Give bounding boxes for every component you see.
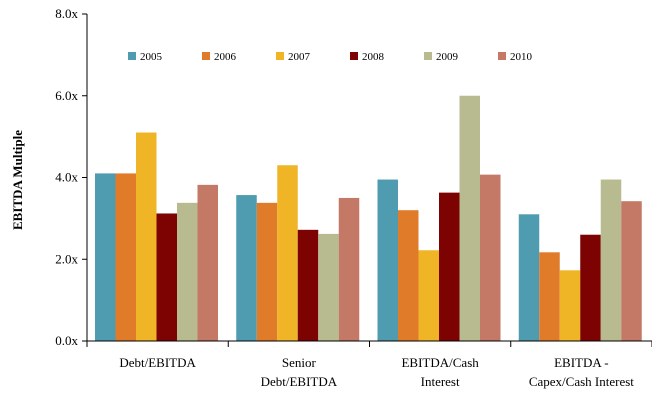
- legend-label-2007: 2007: [288, 51, 311, 63]
- bar-2009-2: [459, 95, 480, 341]
- legend-label-2006: 2006: [214, 51, 237, 63]
- bar-2005-2: [377, 179, 398, 341]
- bars: [95, 95, 642, 341]
- legend-swatch-2007: [276, 52, 284, 60]
- category-label: Debt/EBITDA: [119, 355, 196, 370]
- legend-swatch-2010: [498, 52, 506, 60]
- bar-2008-2: [439, 192, 460, 341]
- category-label: EBITDA/Cash Interest: [401, 355, 479, 389]
- bar-2008-1: [297, 229, 319, 341]
- bar-2007-0: [136, 132, 157, 341]
- bar-2007-1: [277, 165, 298, 341]
- bar-2008-0: [156, 213, 177, 341]
- legend-swatch-2006: [202, 52, 210, 60]
- legend: 2005 2006 2007 2008 2009 2010: [128, 51, 533, 63]
- bar-2010-0: [197, 184, 218, 341]
- bar-2009-3: [600, 179, 622, 341]
- bar-2006-2: [398, 210, 419, 341]
- legend-swatch-2005: [128, 52, 136, 60]
- category-label: EBITDA -Capex/Cash Interest: [529, 355, 634, 389]
- legend-swatch-2008: [350, 52, 358, 60]
- legend-label-2008: 2008: [362, 51, 385, 63]
- bar-2007-3: [559, 270, 581, 341]
- y-axis-label: EBITDA Multiple: [10, 130, 25, 230]
- bar-2006-1: [256, 202, 278, 341]
- bar-2009-1: [318, 233, 339, 341]
- bar-2010-2: [480, 174, 501, 341]
- legend-label-2009: 2009: [436, 51, 459, 63]
- y-tick-label: 6.0x: [55, 88, 78, 103]
- legend-label-2005: 2005: [140, 51, 163, 63]
- bar-2008-3: [580, 234, 601, 341]
- y-tick-label: 4.0x: [55, 170, 78, 185]
- y-tick-label: 0.0x: [55, 333, 78, 348]
- bar-2005-3: [518, 214, 540, 341]
- legend-swatch-2009: [424, 52, 432, 60]
- x-axis: Debt/EBITDA Senior Debt/EBITDA EBITDA/Cash I…: [86, 340, 652, 389]
- bar-2006-3: [539, 252, 560, 341]
- category-label: Senior Debt/EBITDA: [261, 355, 338, 389]
- bar-2007-2: [418, 250, 439, 341]
- y-tick-label: 8.0x: [55, 6, 78, 21]
- y-tick-label: 2.0x: [55, 251, 78, 266]
- legend-label-2010: 2010: [510, 51, 533, 63]
- y-axis: 0.0x 2.0x 4.0x 6.0x 8.0x: [55, 6, 88, 348]
- bar-2009-0: [177, 202, 198, 341]
- bar-2005-1: [236, 195, 257, 341]
- bar-2010-1: [338, 197, 360, 341]
- bar-2006-0: [115, 173, 136, 341]
- bar-2010-3: [621, 201, 642, 341]
- bar-2005-0: [95, 173, 116, 341]
